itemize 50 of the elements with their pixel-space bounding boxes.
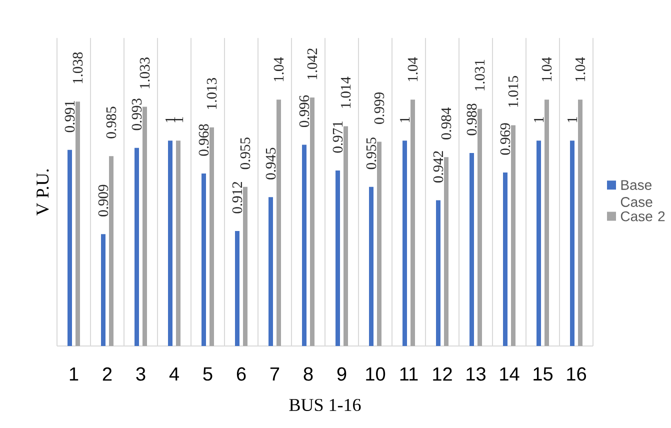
x-tick-label: 3 <box>136 367 146 381</box>
data-label: 1.042 <box>307 48 318 80</box>
x-tick-label: 15 <box>534 367 553 381</box>
x-tick-label: 8 <box>304 367 313 381</box>
data-label: 0.991 <box>64 100 75 132</box>
legend-label: Case 2 <box>620 211 665 222</box>
data-label: 0.945 <box>266 148 276 180</box>
data-label: 1.04 <box>408 57 418 82</box>
data-label: 0.999 <box>374 92 384 124</box>
x-tick-label: 11 <box>400 367 418 381</box>
y-axis-title: V P.U. <box>36 169 49 216</box>
data-label: 0.909 <box>98 184 108 216</box>
x-tick-label: 14 <box>500 367 520 381</box>
data-label: 0.969 <box>500 123 510 155</box>
data-label: 1.033 <box>140 58 150 88</box>
data-label: 1 <box>400 117 410 122</box>
x-tick-label: 9 <box>337 367 346 381</box>
data-label: 0.955 <box>366 138 376 170</box>
data-label: 1.015 <box>508 76 518 107</box>
data-label: 0.985 <box>106 106 116 138</box>
x-tick-label: 2 <box>102 367 112 381</box>
legend-label: Base Case <box>620 180 652 207</box>
x-tick-label: 5 <box>203 367 212 381</box>
data-label: 1.014 <box>340 76 351 108</box>
x-tick-label: 16 <box>567 367 586 381</box>
data-label: 1.013 <box>206 78 217 109</box>
data-label: 0.971 <box>332 121 343 153</box>
x-tick-label: 10 <box>366 367 386 381</box>
x-axis-title: BUS 1-16 <box>289 398 361 412</box>
x-tick-label: 6 <box>236 367 246 381</box>
data-label: 0.996 <box>299 95 310 128</box>
x-tick-label: 13 <box>466 367 486 381</box>
data-label: 0.942 <box>433 151 444 182</box>
data-label: 1.04 <box>542 57 552 82</box>
data-label: 0.988 <box>466 104 477 136</box>
data-label: 1.031 <box>474 60 485 90</box>
x-tick-label: 1 <box>70 367 78 381</box>
x-tick-label: 12 <box>433 367 452 381</box>
data-label: 1 <box>567 117 578 122</box>
data-label: 0.955 <box>240 138 250 170</box>
data-label: 0.984 <box>441 107 452 140</box>
data-label: 0.993 <box>132 98 142 130</box>
data-label: 0.968 <box>198 124 209 156</box>
x-tick-label: 7 <box>270 367 280 381</box>
data-label: 0.912 <box>232 182 242 214</box>
x-tick-label: 4 <box>169 367 179 381</box>
data-label: 1.04 <box>575 57 586 82</box>
data-label: 1 <box>534 117 544 122</box>
data-label: 1.038 <box>72 52 83 84</box>
data-label: 1.04 <box>274 57 284 82</box>
